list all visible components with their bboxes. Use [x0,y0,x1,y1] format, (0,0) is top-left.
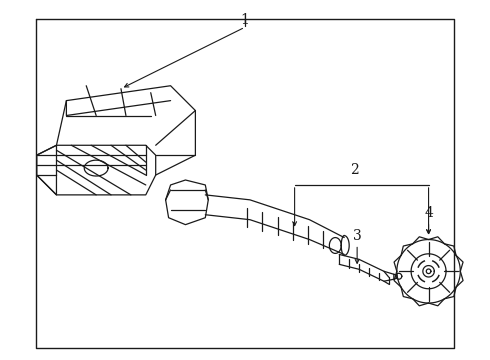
Text: 1: 1 [241,13,249,27]
Text: 2: 2 [350,163,359,177]
Text: 4: 4 [424,206,433,220]
Text: 3: 3 [353,229,362,243]
